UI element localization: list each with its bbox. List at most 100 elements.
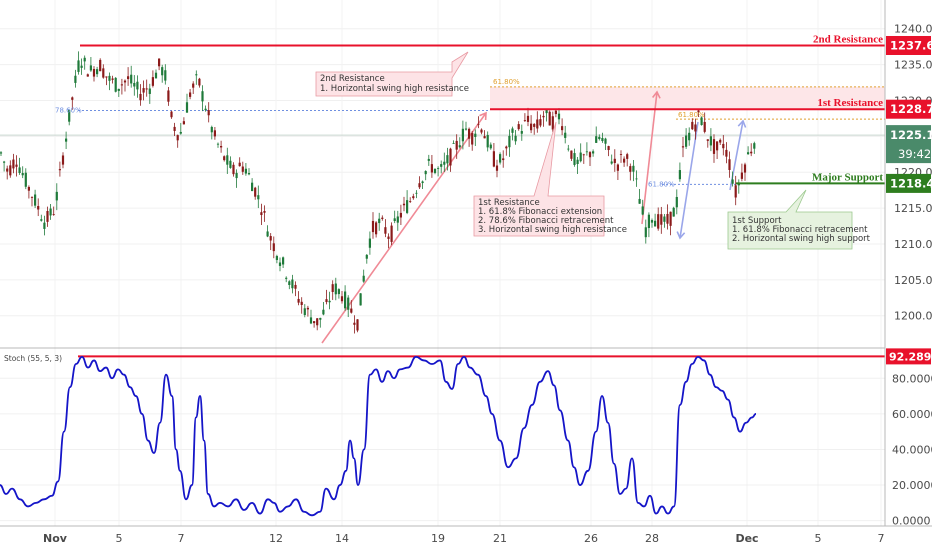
candle-down [526, 115, 530, 122]
candle-up [24, 172, 27, 187]
price-grid [0, 0, 885, 526]
candle-down [750, 151, 753, 154]
candle-down [409, 201, 412, 202]
retracement-up-arrow [729, 119, 747, 191]
candle-down [588, 152, 592, 158]
candle-down [260, 212, 263, 216]
candle-up [359, 293, 362, 306]
candle-down [402, 203, 406, 206]
candle-up [164, 70, 167, 81]
tag-1st-resistance-value: 1228.78 [890, 102, 932, 116]
candle-up [635, 178, 638, 180]
candle-down [691, 121, 694, 130]
candle-up [285, 277, 288, 279]
candle-down [306, 307, 309, 310]
candle-down [105, 76, 108, 78]
candle-up [347, 297, 350, 310]
stoch-tick-label: 20.0000 [892, 479, 932, 492]
candle-down [384, 227, 387, 234]
candle-down [533, 124, 536, 127]
candle-down [86, 74, 89, 77]
candle-down [619, 154, 623, 155]
candle-down [340, 296, 344, 302]
price-tick-label: 1215.00 [894, 202, 932, 215]
time-axis[interactable]: Nov 5 7 12 14 19 21 26 28 Dec 5 7 [43, 532, 884, 545]
candle-up [433, 168, 437, 173]
candle-up [247, 173, 251, 175]
candle-up [576, 159, 579, 165]
candle-down [582, 154, 585, 156]
candle-down [6, 168, 9, 172]
candle-up [731, 179, 734, 184]
stoch-tick-label: 0.0000 [892, 515, 931, 528]
candle-up [21, 173, 24, 176]
fib-786-label: 78.60% [55, 106, 82, 114]
candle-down [99, 59, 102, 72]
candle-down [492, 151, 495, 167]
candle-up [458, 145, 461, 148]
candle-down [740, 172, 743, 179]
tag-major-support: 1218.44 [886, 173, 932, 193]
candle-down [232, 164, 235, 175]
candle-up [201, 91, 204, 102]
candle-up [592, 151, 595, 154]
candle-up [421, 181, 424, 184]
candle-down [325, 299, 328, 303]
note-r2-line-1: 1. Horizontal swing high resistance [320, 84, 469, 94]
candle-up [108, 75, 111, 81]
candle-down [123, 80, 127, 83]
candle-down [734, 185, 737, 198]
retracement-down-arrow-head [676, 231, 686, 240]
extension-arrow [641, 90, 661, 225]
candle-down [669, 211, 672, 226]
candle-up [185, 102, 189, 113]
candle-down [37, 206, 40, 210]
price-tick-label: 1240.00 [894, 23, 932, 36]
candle-down [375, 222, 378, 235]
candle-down [173, 126, 176, 131]
stoch-axis[interactable]: 80.0000 60.0000 40.0000 20.0000 0.0000 [892, 372, 932, 527]
stoch-grid [0, 377, 885, 522]
candle-down [272, 243, 275, 252]
tag-current-price: 1225.17 39:42 [886, 125, 932, 164]
candle-up [195, 74, 198, 76]
candle-up [601, 137, 604, 142]
candle-up [251, 182, 254, 192]
candle-up [226, 155, 229, 165]
candle-up [641, 206, 644, 215]
time-tick-label: 28 [645, 532, 659, 545]
candle-down [182, 121, 185, 125]
candle-down [213, 130, 216, 137]
candle-up [40, 219, 43, 221]
candle-up [688, 132, 691, 141]
candle-up [161, 67, 164, 76]
candle-down [371, 220, 375, 233]
candle-up [309, 317, 313, 324]
note-r1-line-1: 1. 61.8% Fibonacci extension [478, 207, 602, 217]
candle-up [114, 77, 117, 92]
candle-up [672, 207, 675, 217]
candle-up [446, 155, 449, 164]
candle-up [464, 128, 468, 130]
stoch-indicator-label[interactable]: Stoch (55, 5, 3) [4, 354, 62, 363]
stoch-tick-label: 60.0000 [892, 408, 932, 421]
candle-up [282, 257, 285, 265]
candle-up [440, 164, 443, 167]
stoch-tick-label: 40.0000 [892, 443, 932, 456]
candle-up [130, 74, 133, 84]
candle-down [719, 139, 722, 143]
candle-up [368, 238, 371, 248]
candle-down [269, 236, 272, 241]
stoch-tick-label: 80.0000 [892, 372, 932, 385]
candle-down [9, 165, 12, 176]
price-axis[interactable]: 1240.001235.001230.001225.001220.001215.… [894, 23, 932, 323]
candle-down [331, 284, 334, 292]
annotation-1st-support: 1st Support 1. 61.8% Fibonacci retraceme… [727, 189, 871, 250]
candle-down [629, 166, 632, 172]
fibonacci-levels [0, 86, 885, 185]
price-tick-label: 1235.00 [894, 59, 932, 72]
candle-down [294, 284, 297, 289]
uptrend-arrow-shaft [321, 112, 487, 344]
candle-up [3, 161, 6, 163]
